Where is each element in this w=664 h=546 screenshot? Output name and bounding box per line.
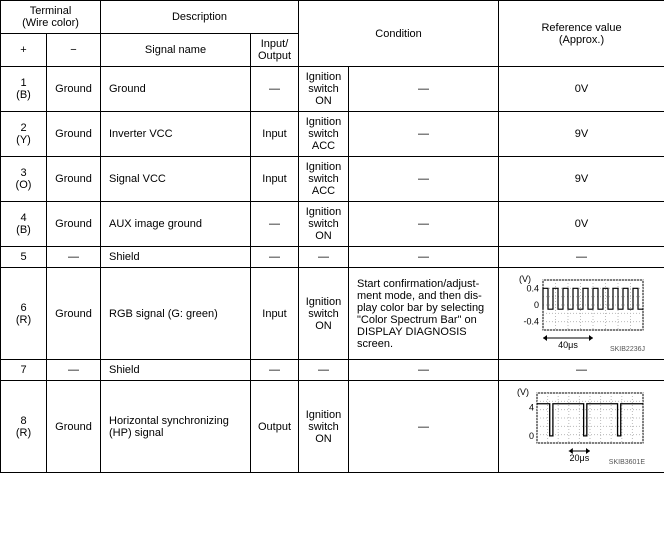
cell-ref: 9V (499, 157, 664, 202)
cell-term-minus: Ground (47, 381, 101, 473)
waveform-hsync: (V) 4 0 20μs SKIB3601E (517, 385, 647, 465)
cell-signal: RGB signal (G: green) (101, 268, 251, 360)
th-terminal: Terminal(Wire color) (1, 1, 101, 34)
cell-term-plus: 2(Y) (1, 112, 47, 157)
cell-cond1: IgnitionswitchACC (299, 157, 349, 202)
cell-io: — (251, 247, 299, 268)
cell-ref: 9V (499, 112, 664, 157)
cell-io: — (251, 202, 299, 247)
cell-term-minus: — (47, 360, 101, 381)
table-row: 7 — Shield — — — — (1, 360, 664, 381)
svg-text:SKIB3601E: SKIB3601E (608, 459, 645, 465)
th-plus: + (1, 34, 47, 67)
cell-signal: AUX image ground (101, 202, 251, 247)
table-row: 2(Y) Ground Inverter VCC Input Ignitions… (1, 112, 664, 157)
cell-signal: Shield (101, 247, 251, 268)
cell-term-minus: Ground (47, 157, 101, 202)
table-row: 5 — Shield — — — — (1, 247, 664, 268)
th-condition: Condition (299, 1, 499, 67)
svg-text:0: 0 (534, 300, 539, 310)
terminal-values-table: Terminal(Wire color) Description Conditi… (0, 0, 664, 473)
cell-cond2: — (349, 202, 499, 247)
cell-ref-waveform: (V) 0.40-0.4 40μs SKIB2236J (499, 268, 664, 360)
cell-signal: Signal VCC (101, 157, 251, 202)
cell-signal: Shield (101, 360, 251, 381)
cell-term-plus: 1(B) (1, 67, 47, 112)
th-minus: − (47, 34, 101, 67)
cell-cond2: — (349, 381, 499, 473)
cell-signal: Ground (101, 67, 251, 112)
cell-term-minus: Ground (47, 67, 101, 112)
cell-term-plus: 3(O) (1, 157, 47, 202)
cell-cond1: — (299, 360, 349, 381)
cell-ref-waveform: (V) 4 0 20μs SKIB3601E (499, 381, 664, 473)
th-signal-name: Signal name (101, 34, 251, 67)
cell-term-plus: 7 (1, 360, 47, 381)
cell-cond1: IgnitionswitchON (299, 268, 349, 360)
cell-term-minus: Ground (47, 268, 101, 360)
svg-text:40μs: 40μs (558, 340, 578, 350)
waveform-rgb: (V) 0.40-0.4 40μs SKIB2236J (517, 272, 647, 352)
cell-cond1: IgnitionswitchON (299, 67, 349, 112)
cell-cond2: — (349, 112, 499, 157)
cell-cond2: — (349, 247, 499, 268)
cell-term-minus: Ground (47, 202, 101, 247)
cell-io: Input (251, 268, 299, 360)
cell-term-minus: Ground (47, 112, 101, 157)
cell-cond1: IgnitionswitchON (299, 381, 349, 473)
th-description: Description (101, 1, 299, 34)
cell-cond1: IgnitionswitchON (299, 202, 349, 247)
cell-io: Input (251, 157, 299, 202)
cell-ref: — (499, 247, 664, 268)
cell-cond2: — (349, 67, 499, 112)
table-row: 4(B) Ground AUX image ground — Ignitions… (1, 202, 664, 247)
th-reference: Reference value(Approx.) (499, 1, 664, 67)
table-row: 8(R) Ground Horizontal synchronizing(HP)… (1, 381, 664, 473)
svg-text:0: 0 (529, 431, 534, 441)
th-io: Input/Output (251, 34, 299, 67)
cell-ref: — (499, 360, 664, 381)
cell-io: Output (251, 381, 299, 473)
cell-io: Input (251, 112, 299, 157)
cell-cond1: IgnitionswitchACC (299, 112, 349, 157)
svg-text:(V): (V) (517, 387, 529, 397)
cell-signal: Inverter VCC (101, 112, 251, 157)
table-row: 1(B) Ground Ground — IgnitionswitchON — … (1, 67, 664, 112)
svg-text:SKIB2236J: SKIB2236J (609, 346, 644, 352)
cell-signal: Horizontal synchronizing(HP) signal (101, 381, 251, 473)
cell-cond2: — (349, 157, 499, 202)
cell-term-plus: 5 (1, 247, 47, 268)
svg-text:-0.4: -0.4 (523, 317, 539, 327)
cell-cond1: — (299, 247, 349, 268)
svg-text:4: 4 (529, 402, 534, 412)
svg-text:0.4: 0.4 (526, 283, 539, 293)
table-row: 3(O) Ground Signal VCC Input Ignitionswi… (1, 157, 664, 202)
cell-term-minus: — (47, 247, 101, 268)
cell-ref: 0V (499, 202, 664, 247)
cell-io: — (251, 360, 299, 381)
cell-io: — (251, 67, 299, 112)
cell-cond2: — (349, 360, 499, 381)
cell-term-plus: 8(R) (1, 381, 47, 473)
cell-term-plus: 4(B) (1, 202, 47, 247)
table-row: 6(R) Ground RGB signal (G: green) Input … (1, 268, 664, 360)
cell-ref: 0V (499, 67, 664, 112)
cell-cond2: Start confirmation/adjust-ment mode, and… (349, 268, 499, 360)
svg-text:20μs: 20μs (569, 453, 589, 463)
cell-term-plus: 6(R) (1, 268, 47, 360)
